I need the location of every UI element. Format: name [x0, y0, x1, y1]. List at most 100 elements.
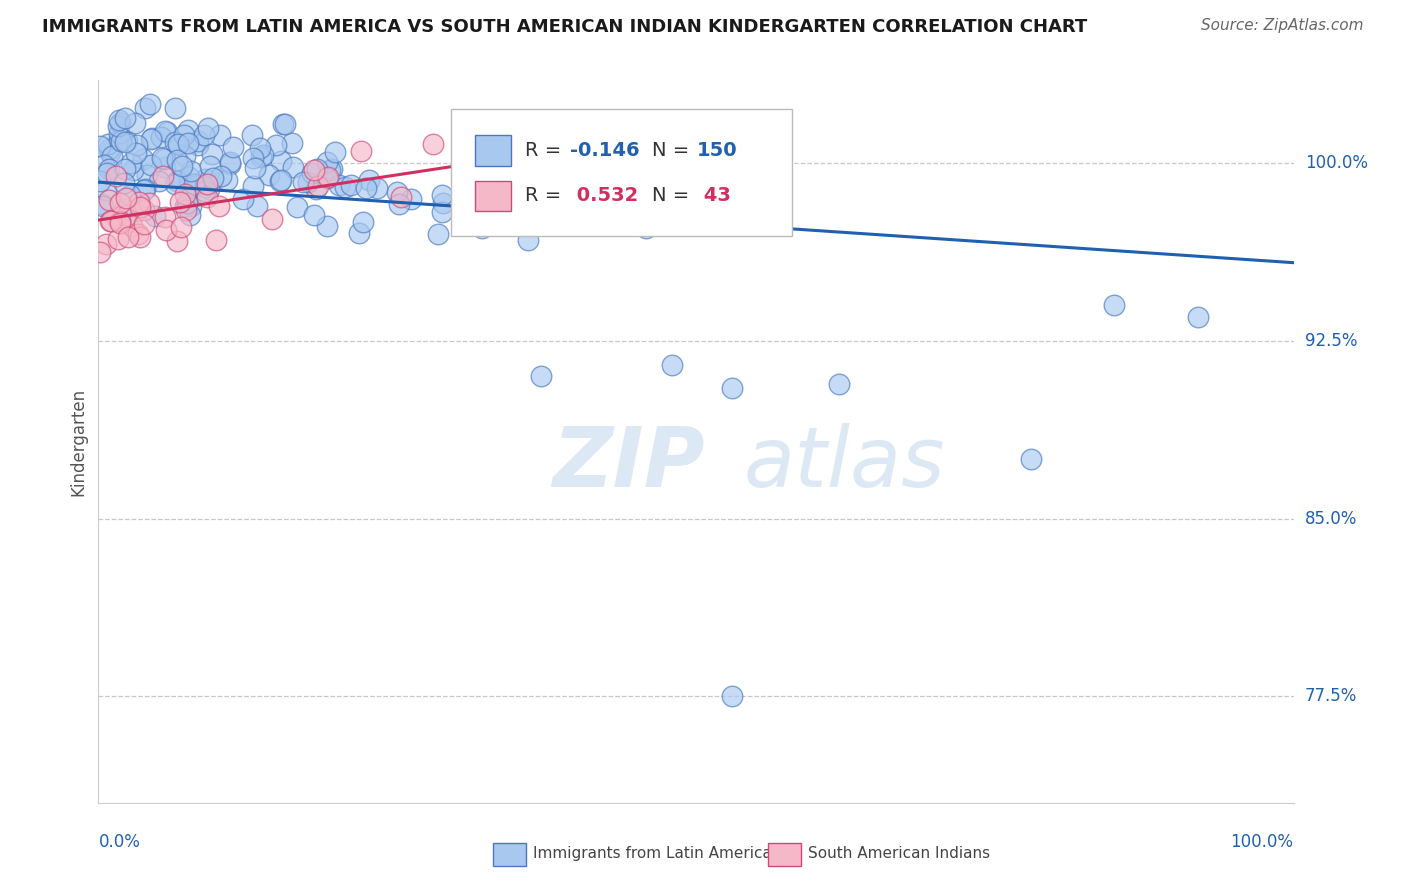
FancyBboxPatch shape: [475, 136, 510, 166]
Point: [163, 101, 186, 115]
Point: [301, 165, 323, 179]
Text: 0.0%: 0.0%: [98, 833, 141, 851]
Point: [352, 215, 374, 229]
Point: [533, 170, 555, 185]
Y-axis label: Kindergarten: Kindergarten: [69, 387, 87, 496]
Point: [125, 146, 148, 161]
Point: [108, 214, 131, 228]
Point: [173, 128, 195, 142]
Point: [1019, 452, 1042, 467]
Point: [721, 381, 744, 395]
Point: [149, 130, 172, 145]
Point: [166, 173, 188, 187]
Point: [141, 158, 163, 172]
Point: [200, 159, 222, 173]
Point: [107, 126, 129, 140]
Point: [316, 169, 339, 184]
Point: [89, 139, 111, 153]
Point: [194, 184, 217, 198]
Point: [174, 199, 197, 213]
Point: [170, 220, 193, 235]
Text: 92.5%: 92.5%: [1305, 332, 1357, 350]
Point: [173, 148, 195, 162]
Text: 77.5%: 77.5%: [1305, 687, 1357, 706]
Point: [105, 210, 128, 224]
Point: [128, 195, 150, 210]
Point: [517, 159, 540, 173]
Point: [134, 183, 156, 197]
Point: [194, 172, 217, 186]
Point: [1104, 298, 1126, 312]
Text: Source: ZipAtlas.com: Source: ZipAtlas.com: [1201, 18, 1364, 33]
Point: [323, 145, 346, 159]
Point: [281, 136, 304, 150]
Point: [155, 222, 177, 236]
Point: [112, 176, 135, 190]
Point: [153, 124, 176, 138]
Point: [176, 181, 198, 195]
Point: [201, 147, 224, 161]
Text: N =: N =: [652, 141, 695, 160]
Point: [93, 158, 115, 172]
Point: [209, 169, 232, 183]
Point: [340, 178, 363, 192]
Point: [193, 128, 215, 142]
FancyBboxPatch shape: [494, 843, 526, 866]
Point: [432, 188, 454, 202]
Point: [281, 160, 304, 174]
Point: [297, 175, 319, 189]
Point: [250, 150, 273, 164]
Point: [150, 151, 173, 165]
Point: [262, 212, 284, 227]
Point: [97, 162, 120, 177]
Point: [132, 217, 155, 231]
Point: [488, 169, 510, 183]
Point: [264, 138, 287, 153]
Point: [1187, 310, 1209, 325]
Point: [183, 177, 205, 191]
Point: [176, 136, 198, 150]
Point: [170, 159, 193, 173]
Point: [274, 117, 297, 131]
Text: 100.0%: 100.0%: [1230, 833, 1294, 851]
Point: [328, 178, 350, 193]
Point: [108, 216, 131, 230]
Point: [349, 227, 371, 241]
FancyBboxPatch shape: [475, 181, 510, 211]
Point: [221, 140, 243, 154]
Point: [302, 163, 325, 178]
Point: [115, 191, 138, 205]
Point: [176, 122, 198, 136]
Point: [292, 175, 315, 189]
Point: [114, 111, 136, 125]
Point: [193, 180, 215, 194]
Point: [108, 116, 131, 130]
Point: [107, 113, 129, 128]
Point: [308, 178, 330, 193]
Point: [129, 200, 152, 214]
Point: [177, 169, 200, 184]
Point: [107, 232, 129, 246]
Point: [180, 164, 202, 178]
Point: [132, 202, 155, 217]
Point: [245, 161, 267, 176]
Point: [246, 198, 269, 212]
Point: [304, 182, 326, 196]
Point: [105, 169, 128, 183]
Point: [198, 181, 221, 195]
Text: R =: R =: [524, 186, 568, 205]
Point: [249, 141, 271, 155]
Point: [136, 168, 159, 182]
Text: Immigrants from Latin America: Immigrants from Latin America: [533, 846, 772, 861]
Point: [387, 185, 409, 199]
Point: [125, 204, 148, 219]
Point: [108, 133, 131, 147]
Text: 150: 150: [697, 141, 738, 160]
Point: [180, 199, 202, 213]
Point: [91, 199, 114, 213]
Point: [232, 192, 254, 206]
Text: R =: R =: [524, 141, 568, 160]
Point: [432, 195, 454, 210]
Point: [98, 145, 121, 159]
FancyBboxPatch shape: [451, 109, 792, 235]
